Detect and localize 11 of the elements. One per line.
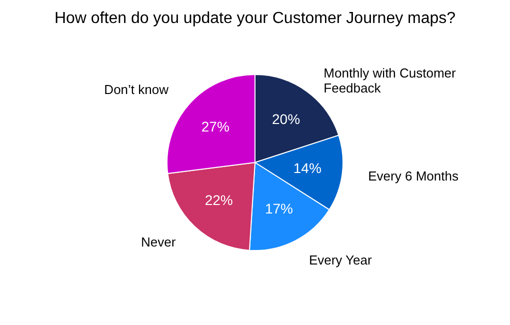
data-label: 14%	[293, 160, 322, 176]
slice-label: Never	[141, 234, 176, 250]
chart-title: How often do you update your Customer Journey maps?	[54, 10, 456, 27]
data-label: 27%	[201, 118, 230, 135]
slice-label: Don’t know	[104, 82, 170, 97]
data-label: 22%	[204, 192, 233, 208]
slice-label: Every Year	[308, 252, 372, 268]
slice-label: Every 6 Months	[368, 168, 459, 184]
data-label: 20%	[272, 110, 300, 127]
data-label: 17%	[264, 200, 293, 217]
slice-label: Monthly with Customer Feedback	[324, 66, 457, 96]
